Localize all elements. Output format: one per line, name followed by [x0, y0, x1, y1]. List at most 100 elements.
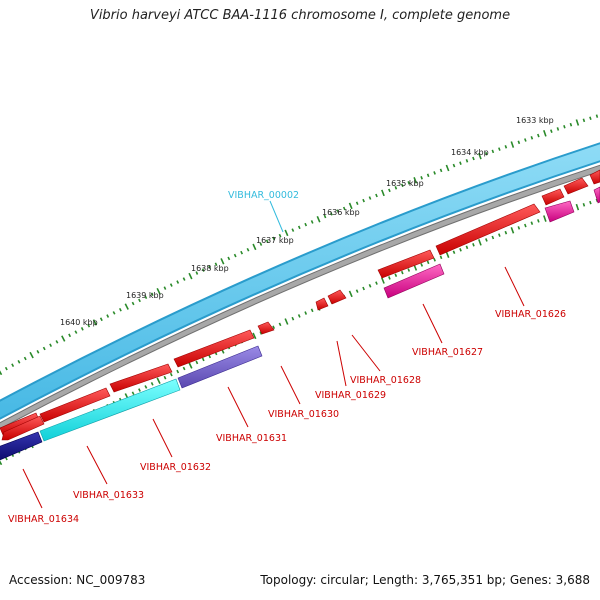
gene-forward[interactable]	[563, 177, 589, 195]
scale-tick-major	[543, 215, 547, 222]
scale-label: 1640 kbp	[60, 318, 98, 327]
scale-tick-minor	[304, 222, 308, 227]
scale-tick-minor	[388, 188, 391, 193]
scale-tick-minor	[278, 233, 282, 238]
scale-tick-minor	[112, 311, 116, 315]
scale-tick-major	[381, 189, 385, 197]
gene-forward[interactable]	[315, 297, 329, 311]
gene-label[interactable]: VIBHAR_01634	[8, 514, 79, 525]
scale-tick-minor	[394, 186, 398, 190]
scale-tick-minor	[550, 129, 553, 133]
leader-line	[22, 468, 43, 509]
scale-tick-minor	[4, 366, 8, 371]
scale-tick-major	[156, 287, 161, 295]
map-title: Vibrio harveyi ATCC BAA-1116 chromosome …	[89, 8, 511, 23]
scale-tick-minor	[330, 212, 333, 216]
gene-label[interactable]: VIBHAR_01632	[140, 462, 211, 473]
gene-reverse-purple[interactable]	[177, 345, 263, 389]
scale-label: 1634 kbp	[451, 148, 489, 157]
leader-line	[86, 445, 108, 485]
scale-label: 1637 kbp	[256, 236, 294, 245]
gene-forward[interactable]	[327, 289, 347, 305]
scale-tick-major	[413, 177, 418, 184]
scale-tick-minor	[407, 181, 411, 185]
gene-reverse-magenta[interactable]	[383, 263, 445, 299]
scale-tick-minor	[439, 255, 443, 260]
scale-tick-minor	[498, 147, 501, 151]
forward-genes	[0, 169, 600, 441]
gene-forward[interactable]	[541, 188, 565, 206]
reverse-genes	[0, 186, 600, 462]
scale-tick-minor	[68, 333, 72, 338]
scale-tick-major	[510, 141, 515, 148]
gene-label[interactable]: VIBHAR_01629	[315, 390, 386, 401]
gene-forward[interactable]	[589, 169, 600, 185]
scale-tick-minor	[368, 283, 372, 288]
scale-tick-minor	[169, 283, 173, 287]
scale-tick-minor	[400, 270, 404, 275]
gene-forward[interactable]	[39, 387, 111, 423]
scale-tick-minor	[595, 114, 599, 118]
scale-tick-minor	[99, 317, 103, 322]
scale-tick-minor	[182, 366, 186, 371]
gene-label[interactable]: VIBHAR_01633	[73, 490, 144, 501]
backbone-outer-ring	[0, 142, 600, 420]
scale-tick-minor	[537, 219, 540, 223]
scale-tick-minor	[407, 268, 411, 272]
gene-reverse-navy[interactable]	[0, 431, 43, 462]
scale-tick-major	[92, 319, 98, 326]
gene-label[interactable]: VIBHAR_01626	[495, 309, 566, 320]
scale-tick-minor	[563, 125, 566, 129]
scale-tick-major	[124, 303, 129, 310]
scale-label: 1636 kbp	[322, 208, 360, 217]
scale-tick-minor	[36, 350, 40, 354]
scale-tick-major	[284, 229, 289, 237]
scale-tick-major	[478, 152, 482, 160]
gene-reverse-magenta[interactable]	[593, 186, 600, 204]
scale-tick-minor	[74, 330, 78, 334]
gene-label[interactable]: VIBHAR_01630	[268, 409, 339, 420]
scale-labels: 1633 kbp 1634 kbp 1635 kbp 1636 kbp 1637…	[60, 116, 554, 327]
scale-tick-minor	[336, 209, 340, 213]
scale-tick-major	[478, 239, 482, 246]
scale-tick-minor	[589, 200, 592, 205]
scale-tick-major	[220, 258, 225, 265]
gene-forward[interactable]	[257, 321, 275, 335]
gene-forward[interactable]	[173, 329, 255, 368]
inner-gene-labels: VIBHAR_01626 VIBHAR_01627 VIBHAR_01628 V…	[8, 266, 566, 525]
gene-reverse-cyan[interactable]	[39, 378, 181, 442]
gene-forward[interactable]	[435, 203, 541, 256]
leader-line	[227, 386, 249, 428]
gene-reverse-magenta[interactable]	[544, 200, 575, 223]
gene-label[interactable]: VIBHAR_01628	[350, 375, 421, 386]
leader-line	[422, 303, 443, 344]
scale-tick-minor	[55, 340, 59, 344]
leader-line	[152, 418, 173, 458]
scale-tick-minor	[589, 116, 592, 121]
gene-forward[interactable]	[1, 415, 45, 441]
scale-tick-major	[188, 272, 193, 280]
gene-forward[interactable]	[377, 249, 435, 279]
scale-tick-minor	[485, 238, 488, 242]
scale-tick-minor	[569, 122, 573, 127]
scale-tick-major	[0, 460, 3, 466]
gene-forward[interactable]	[109, 363, 173, 393]
scale-tick-minor	[459, 248, 462, 252]
scale-tick-minor	[375, 281, 378, 285]
gene-label[interactable]: VIBHAR_00002	[228, 190, 299, 201]
scale-tick-minor	[201, 357, 205, 362]
scale-tick-minor	[176, 280, 180, 284]
scale-tick-minor	[259, 331, 263, 335]
scale-tick-minor	[118, 307, 122, 312]
leader-line	[504, 266, 525, 307]
accession-text: Accession: NC_009783	[9, 573, 146, 587]
genome-summary-text: Topology: circular; Length: 3,765,351 bp…	[260, 573, 590, 587]
scale-tick-major	[188, 362, 193, 369]
gene-label[interactable]: VIBHAR_01627	[412, 347, 483, 358]
scale-tick-minor	[323, 214, 327, 219]
scale-tick-minor	[214, 262, 218, 267]
gene-label[interactable]: VIBHAR_01631	[216, 433, 287, 444]
scale-tick-minor	[304, 311, 308, 315]
scale-tick-minor	[259, 242, 263, 246]
